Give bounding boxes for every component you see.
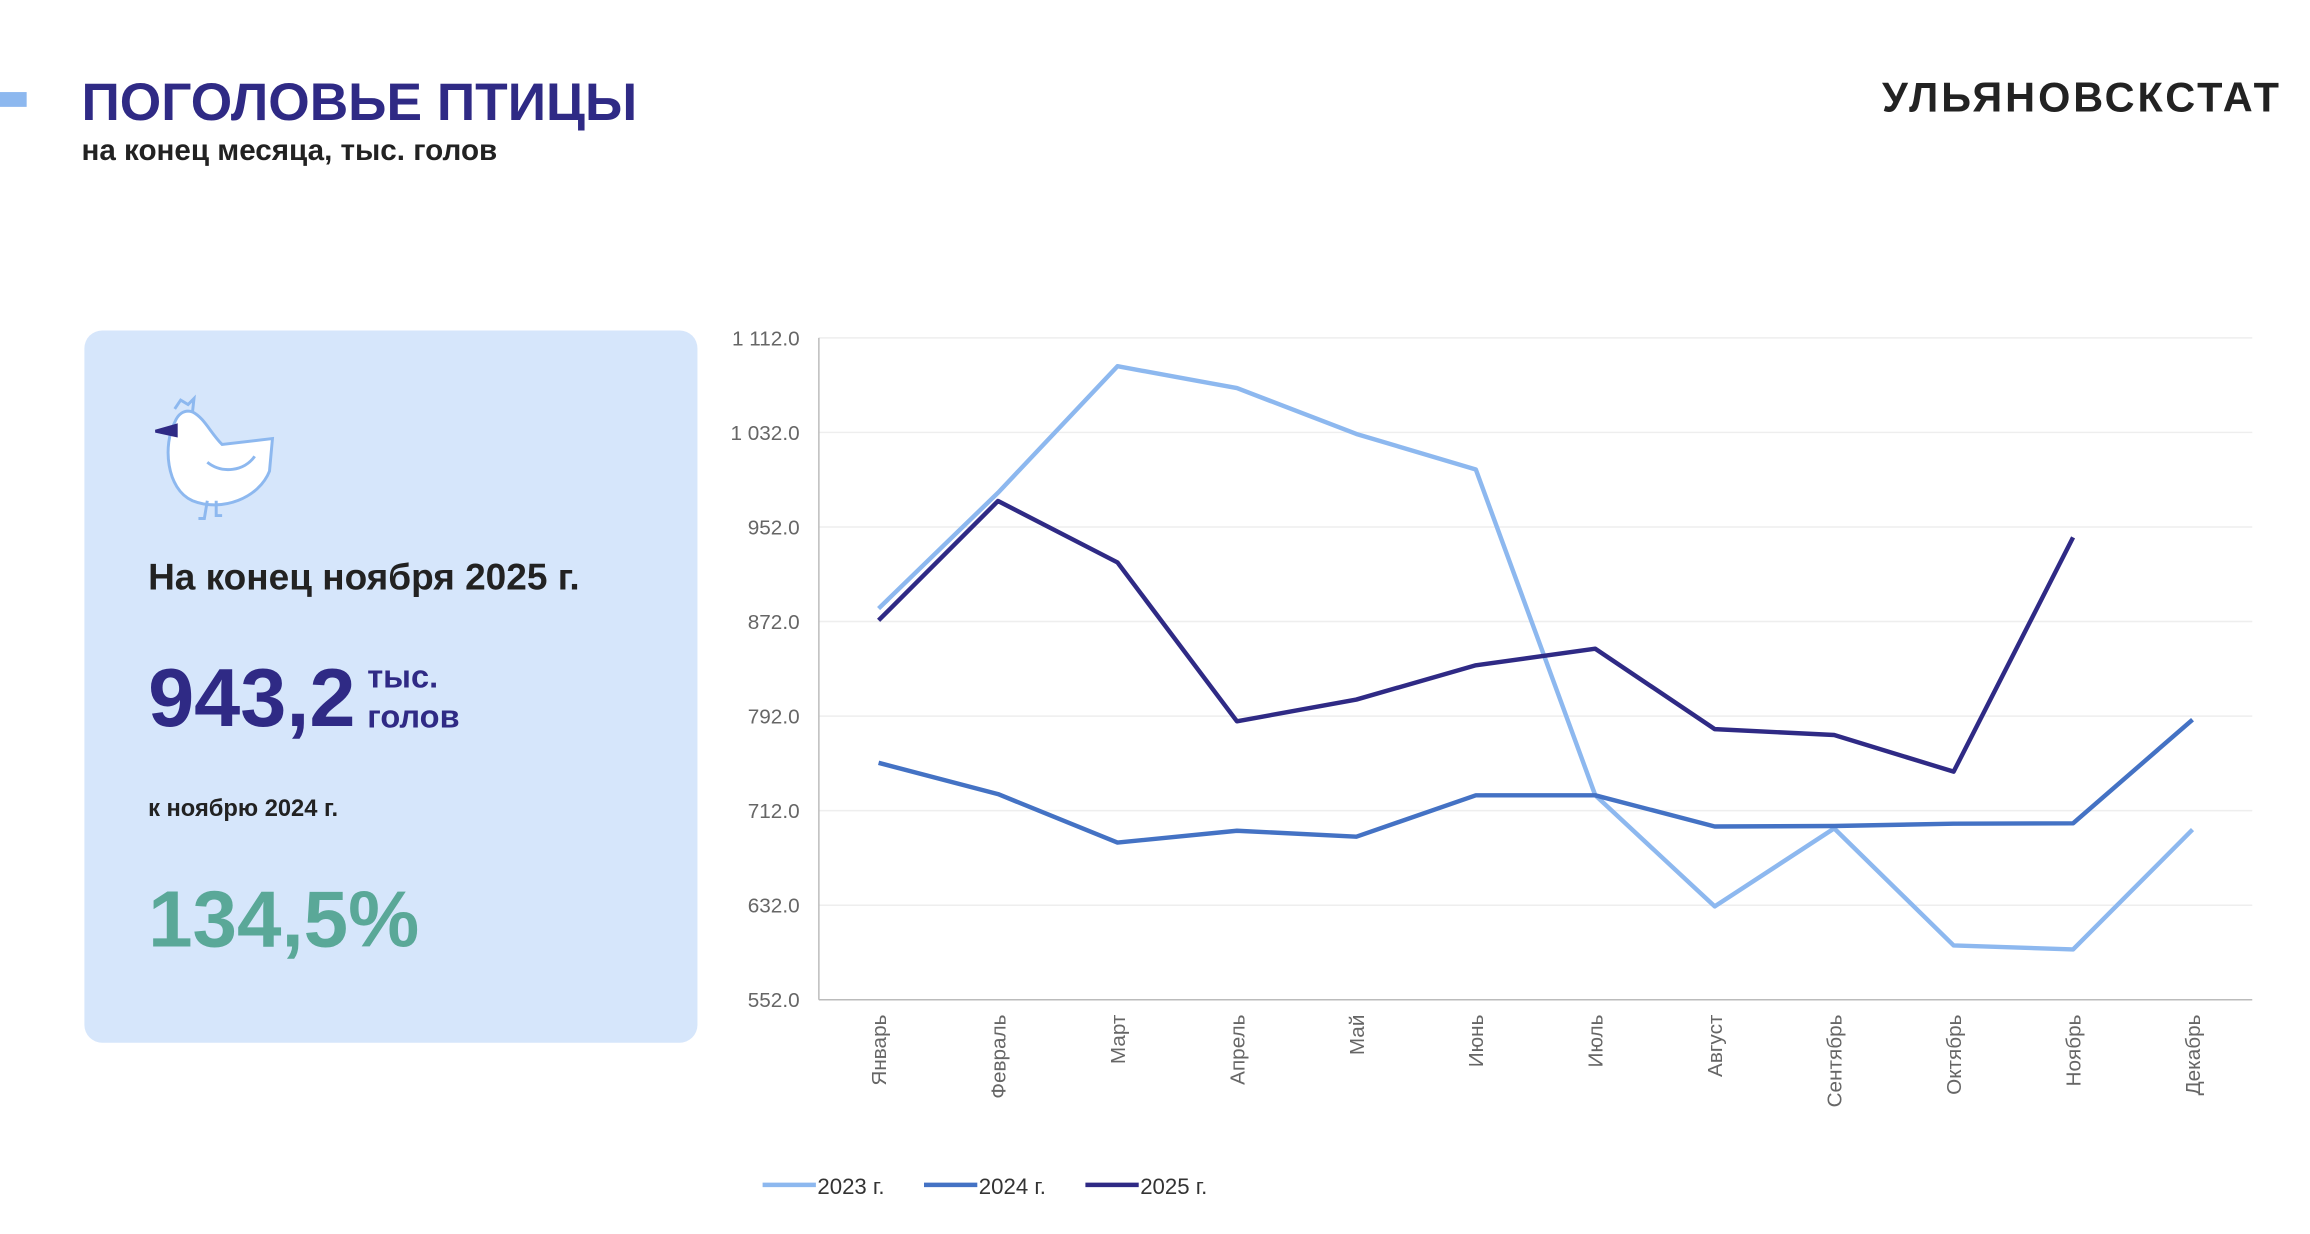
card-unit: тыс. [367,658,438,694]
compare-value: 134,5% [148,874,419,963]
y-tick-label: 632.0 [748,895,800,918]
y-tick-label: 872.0 [748,611,800,634]
x-tick-label: Ноябрь [2062,1015,2085,1087]
x-tick-label: Декабрь [2182,1015,2205,1096]
card-heading: На конец ноября 2025 г. [148,556,580,598]
legend-label: 2023 г. [817,1174,884,1199]
card-value: 943,2 [148,651,355,744]
subtitle: на конец месяца, тыс. голов [81,134,497,167]
series-line [878,717,2194,845]
compare-label: к ноябрю 2024 г. [148,796,338,822]
y-tick-label: 1 032.0 [730,422,799,445]
y-tick-label: 712.0 [748,800,800,823]
series-line [877,498,2076,774]
x-tick-label: Август [1704,1014,1727,1077]
x-tick-label: Май [1346,1015,1369,1056]
brand: УЛЬЯНОВСКСТАТ [1882,73,2282,120]
y-tick-label: 952.0 [748,516,800,539]
card [84,330,698,1043]
y-tick-label: 552.0 [748,989,800,1012]
y-tick-label: 1 112.0 [732,327,800,350]
x-tick-label: Апрель [1226,1015,1249,1085]
y-tick-label: 792.0 [748,706,800,729]
series-line [877,364,2195,952]
x-tick-label: Июнь [1465,1015,1488,1068]
x-tick-label: Февраль [987,1015,1010,1099]
x-tick-label: Сентябрь [1824,1015,1847,1108]
title: ПОГОЛОВЬЕ ПТИЦЫ [81,73,637,132]
hen-icon [155,394,275,521]
x-tick-label: Март [1107,1014,1130,1064]
x-tick-label: Январь [868,1015,891,1086]
x-tick-label: Июль [1585,1015,1608,1068]
card-unit: голов [367,698,459,734]
accent [0,92,27,107]
x-tick-label: Октябрь [1943,1015,1966,1095]
legend-label: 2025 г. [1140,1174,1207,1199]
legend-label: 2024 г. [979,1174,1046,1199]
